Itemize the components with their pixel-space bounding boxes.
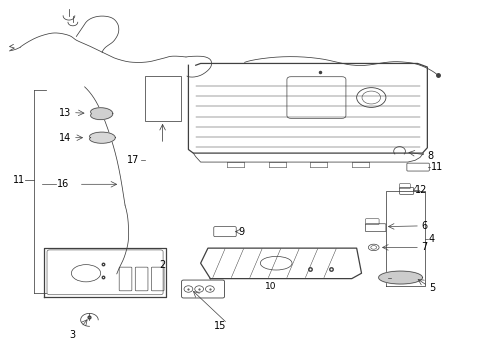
Text: 3: 3 (70, 330, 76, 340)
Text: 6: 6 (420, 221, 426, 231)
Text: 1: 1 (18, 175, 24, 185)
Text: 7: 7 (420, 242, 427, 252)
Text: 8: 8 (427, 150, 432, 161)
Text: 12: 12 (414, 185, 427, 195)
Text: 13: 13 (59, 108, 71, 118)
Text: 10: 10 (264, 282, 276, 291)
Text: 11: 11 (430, 162, 442, 172)
Text: 2: 2 (159, 260, 165, 270)
Text: 14: 14 (59, 133, 71, 143)
Text: 1: 1 (13, 175, 19, 185)
Polygon shape (89, 132, 115, 143)
Text: 5: 5 (428, 283, 434, 293)
Polygon shape (378, 271, 422, 284)
Bar (144, 76, 181, 121)
Text: 9: 9 (238, 227, 244, 237)
Text: 17: 17 (127, 155, 140, 165)
Text: 4: 4 (428, 234, 434, 244)
Polygon shape (90, 108, 113, 120)
Text: 16: 16 (57, 179, 69, 189)
Text: 15: 15 (213, 321, 225, 331)
